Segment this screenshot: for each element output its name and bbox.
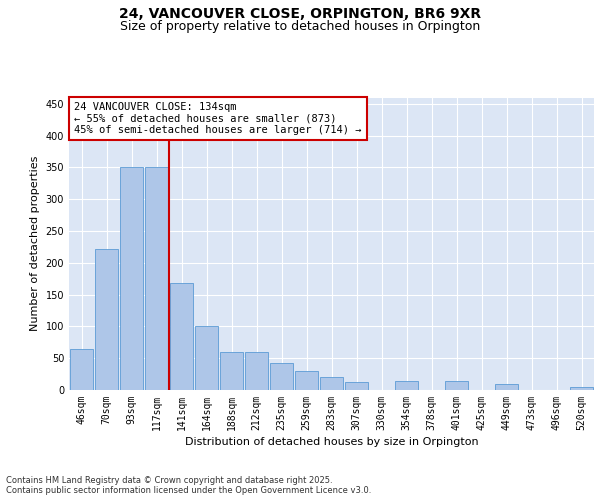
- Bar: [570, 387, 593, 390]
- Bar: [445, 381, 468, 390]
- Bar: [395, 381, 418, 390]
- Text: 24 VANCOUVER CLOSE: 134sqm
← 55% of detached houses are smaller (873)
45% of sem: 24 VANCOUVER CLOSE: 134sqm ← 55% of deta…: [74, 102, 362, 135]
- Bar: [495, 384, 518, 390]
- Bar: [345, 382, 368, 390]
- X-axis label: Distribution of detached houses by size in Orpington: Distribution of detached houses by size …: [185, 437, 478, 447]
- Bar: [120, 168, 143, 390]
- Text: Size of property relative to detached houses in Orpington: Size of property relative to detached ho…: [120, 20, 480, 33]
- Bar: [95, 249, 118, 390]
- Bar: [295, 371, 318, 390]
- Text: 24, VANCOUVER CLOSE, ORPINGTON, BR6 9XR: 24, VANCOUVER CLOSE, ORPINGTON, BR6 9XR: [119, 8, 481, 22]
- Y-axis label: Number of detached properties: Number of detached properties: [30, 156, 40, 332]
- Bar: [70, 348, 93, 390]
- Bar: [195, 326, 218, 390]
- Bar: [320, 378, 343, 390]
- Bar: [220, 352, 243, 390]
- Bar: [245, 352, 268, 390]
- Bar: [270, 364, 293, 390]
- Bar: [145, 168, 168, 390]
- Text: Contains HM Land Registry data © Crown copyright and database right 2025.
Contai: Contains HM Land Registry data © Crown c…: [6, 476, 371, 495]
- Bar: [170, 283, 193, 390]
